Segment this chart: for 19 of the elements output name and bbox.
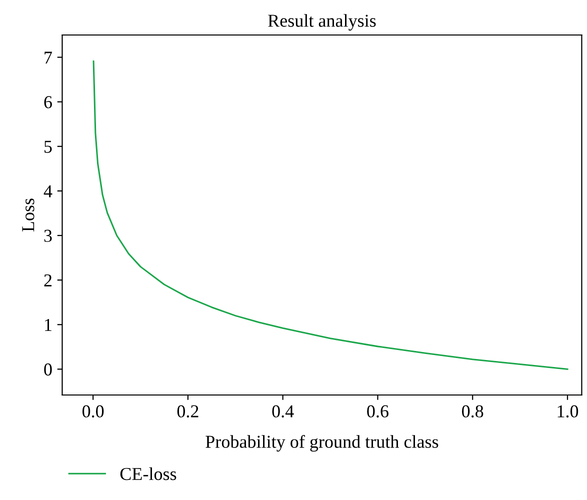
y-tick-label: 4 [44, 185, 52, 198]
x-axis-title: Probability of ground truth class [206, 434, 438, 452]
y-axis-title: Loss [22, 198, 34, 232]
x-tick-label: 0.8 [462, 405, 484, 418]
x-tick-label: 1.0 [558, 405, 578, 418]
y-tick-label: 0 [44, 363, 52, 376]
y-tick-label: 1 [45, 318, 52, 331]
line-series [92, 60, 568, 370]
y-tick-label: 2 [44, 274, 52, 286]
legend-label: CE-loss [120, 467, 176, 480]
x-tick-label: 0.6 [367, 405, 388, 418]
y-tick-label: 6 [44, 96, 52, 108]
x-tick-label: 0.0 [82, 405, 104, 418]
y-tick-label: 7 [44, 52, 52, 64]
y-tick-label: 5 [44, 140, 52, 153]
y-tick-label: 3 [44, 230, 52, 242]
chart-title: Result analysis [268, 14, 376, 31]
x-tick-label: 0.2 [177, 405, 198, 418]
x-tick-label: 0.4 [272, 405, 294, 418]
